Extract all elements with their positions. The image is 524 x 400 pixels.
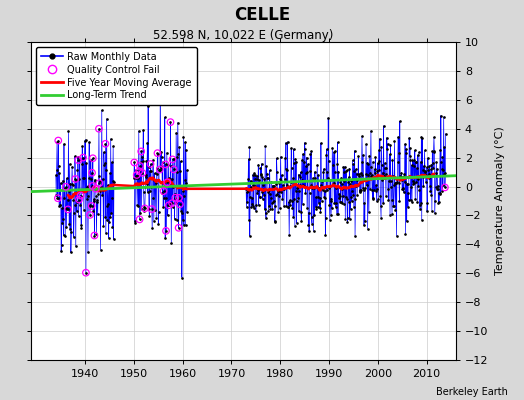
Point	[168, 156, 177, 163]
Y-axis label: Temperature Anomaly (°C): Temperature Anomaly (°C)	[495, 127, 505, 275]
Point	[53, 195, 62, 202]
Point	[130, 159, 138, 166]
Point	[163, 179, 171, 186]
Point	[88, 183, 96, 189]
Point	[154, 150, 162, 156]
Point	[95, 180, 104, 186]
Point	[170, 166, 178, 173]
Point	[77, 192, 85, 199]
Point	[137, 148, 145, 155]
Point	[92, 186, 100, 192]
Text: Berkeley Earth: Berkeley Earth	[436, 387, 508, 397]
Point	[62, 184, 70, 190]
Point	[88, 203, 96, 209]
Text: CELLE: CELLE	[234, 6, 290, 24]
Legend: Raw Monthly Data, Quality Control Fail, Five Year Moving Average, Long-Term Tren: Raw Monthly Data, Quality Control Fail, …	[36, 47, 197, 105]
Point	[165, 202, 173, 208]
Point	[138, 170, 147, 176]
Point	[88, 170, 96, 176]
Point	[71, 176, 80, 182]
Point	[64, 206, 72, 213]
Point	[174, 225, 183, 231]
Point	[86, 212, 94, 218]
Point	[176, 201, 184, 208]
Point	[89, 155, 97, 162]
Point	[95, 126, 103, 132]
Point	[75, 196, 83, 203]
Point	[74, 157, 82, 163]
Point	[156, 166, 164, 173]
Point	[168, 200, 176, 206]
Point	[162, 228, 170, 234]
Point	[136, 163, 144, 169]
Point	[82, 270, 90, 276]
Point	[441, 184, 449, 191]
Point	[161, 161, 170, 168]
Point	[146, 161, 155, 167]
Point	[166, 119, 174, 125]
Point	[101, 141, 110, 147]
Point	[135, 168, 144, 174]
Point	[90, 232, 99, 239]
Point	[159, 188, 168, 194]
Point	[148, 206, 156, 212]
Point	[140, 205, 149, 212]
Title: 52.598 N, 10.022 E (Germany): 52.598 N, 10.022 E (Germany)	[154, 29, 334, 42]
Point	[54, 137, 62, 144]
Point	[133, 172, 141, 178]
Point	[171, 194, 180, 201]
Point	[135, 216, 144, 222]
Point	[175, 195, 183, 201]
Point	[79, 154, 88, 161]
